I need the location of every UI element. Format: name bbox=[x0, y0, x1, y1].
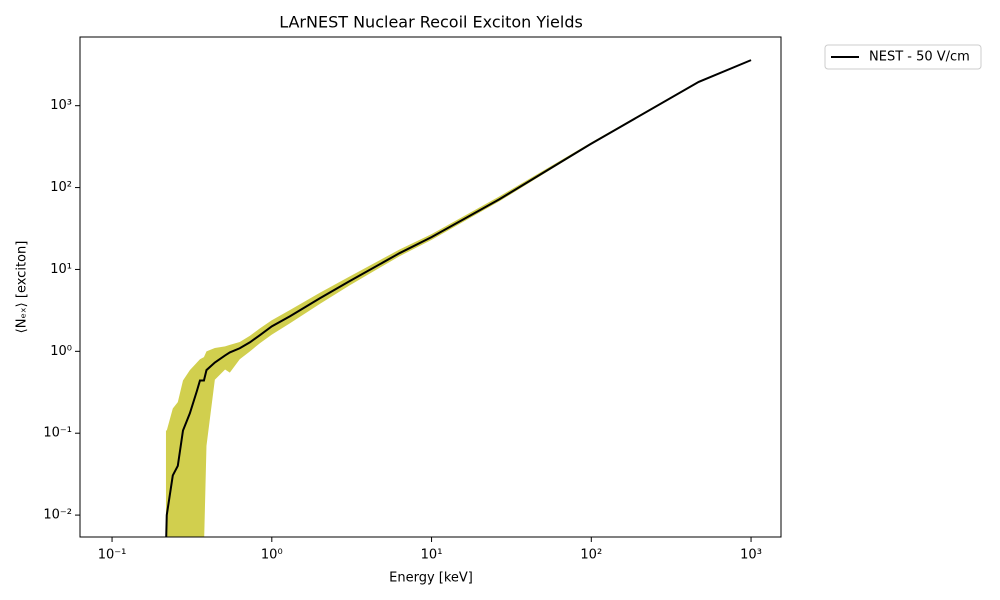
axes-frame bbox=[79, 36, 782, 538]
legend: NEST - 50 V/cm bbox=[824, 44, 982, 70]
y-tick-label: 10² bbox=[50, 180, 72, 195]
x-tick-label: 10³ bbox=[740, 548, 762, 563]
y-axis-label: ⟨Nₑₓ⟩ [exciton] bbox=[15, 241, 30, 334]
legend-box bbox=[824, 44, 982, 70]
x-tick-label: 10² bbox=[580, 548, 602, 563]
x-tick-label: 10⁻¹ bbox=[98, 548, 127, 563]
legend-label: NEST - 50 V/cm bbox=[869, 50, 970, 65]
y-tick-label: 10¹ bbox=[50, 262, 72, 277]
y-tick-label: 10⁻¹ bbox=[43, 426, 72, 441]
chart-title: LArNEST Nuclear Recoil Exciton Yields bbox=[279, 13, 583, 32]
plot-area bbox=[165, 59, 752, 537]
y-tick-label: 10⁰ bbox=[50, 344, 72, 359]
x-tick-label: 10⁰ bbox=[261, 548, 283, 563]
y-tick-label: 10⁻² bbox=[43, 508, 72, 523]
y-tick-label: 10³ bbox=[50, 98, 72, 113]
x-axis-label: Energy [keV] bbox=[389, 571, 473, 586]
x-tick-label: 10¹ bbox=[421, 548, 443, 563]
uncertainty-band bbox=[165, 59, 752, 537]
series-line bbox=[165, 59, 752, 537]
